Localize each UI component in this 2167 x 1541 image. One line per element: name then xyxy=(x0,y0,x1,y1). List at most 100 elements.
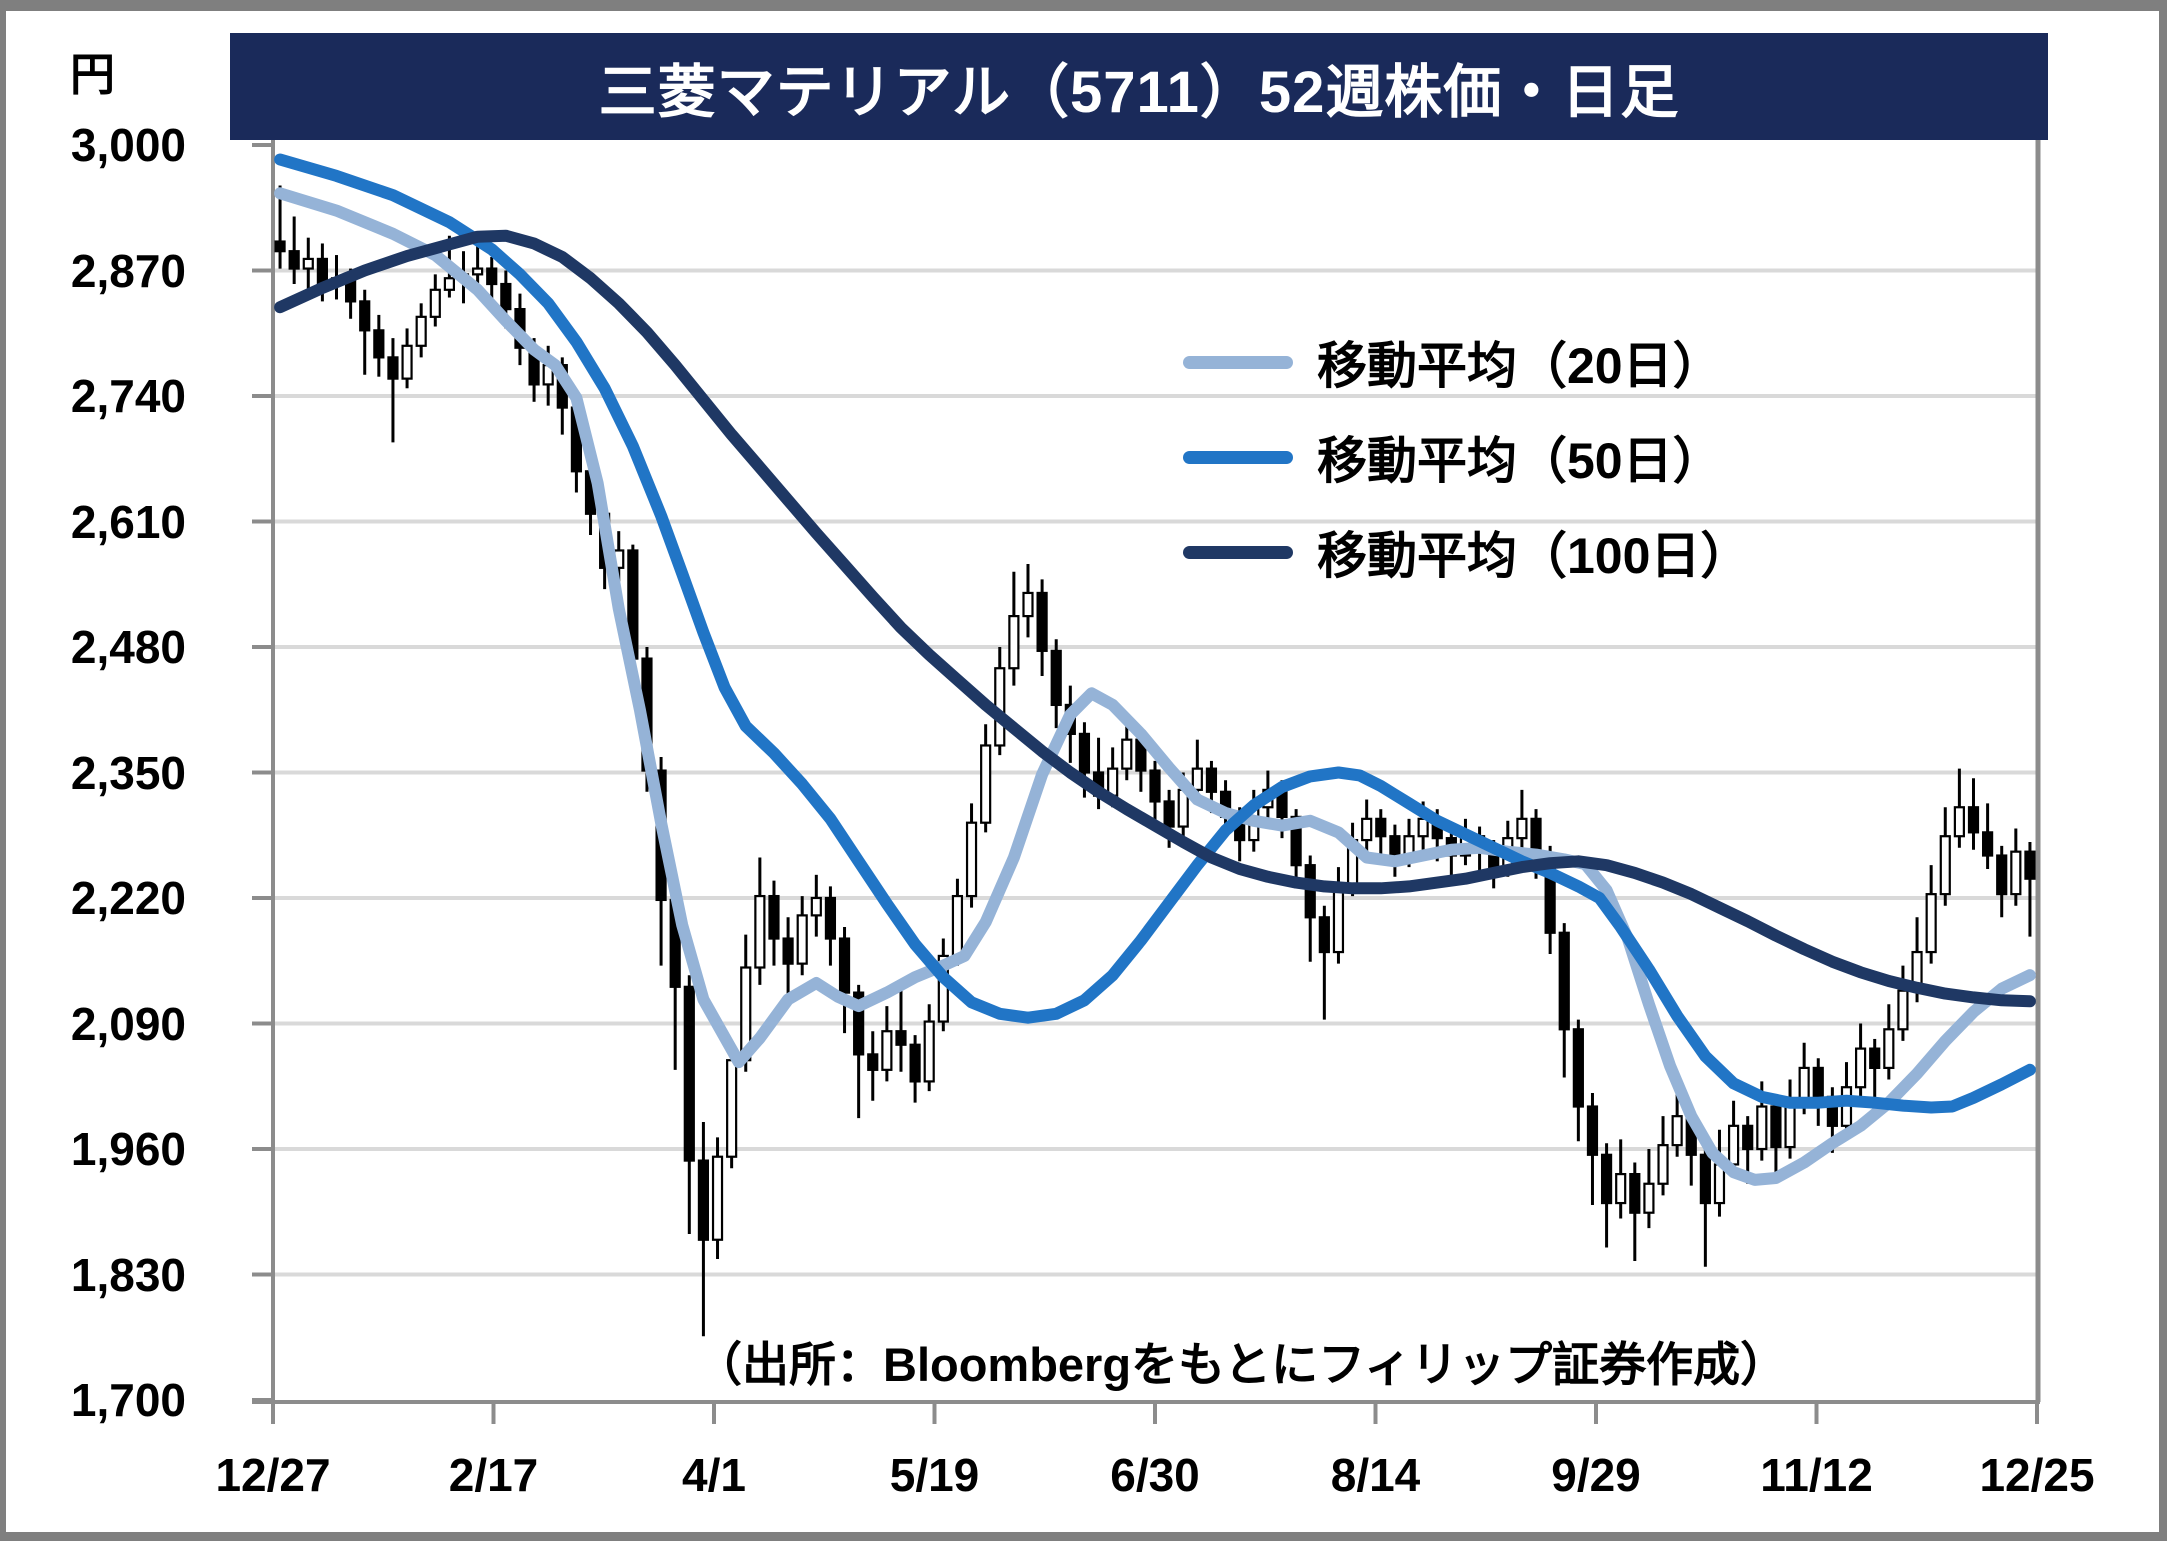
candle-body xyxy=(415,315,427,347)
candle-body xyxy=(1982,831,1994,857)
y-tick-label: 2,090 xyxy=(70,997,186,1050)
x-tick-label: 5/19 xyxy=(889,1449,980,1501)
candle-body xyxy=(1629,1172,1641,1214)
chart-title-bar: 三菱マテリアル（5711）52週株価・日足 xyxy=(230,33,2048,140)
candle-body xyxy=(1389,835,1401,857)
candle-body xyxy=(867,1053,879,1071)
candle-body xyxy=(923,1020,935,1083)
legend-swatch-ma50 xyxy=(1183,450,1293,464)
candle-body xyxy=(1586,1105,1599,1156)
window-frame-bottom xyxy=(0,1532,2167,1541)
candle-body xyxy=(980,744,992,824)
candle-body xyxy=(288,250,300,270)
candle-body xyxy=(1163,800,1175,828)
source-note: （出所：Bloombergをもとにフィリップ証券作成） xyxy=(695,1338,1788,1391)
y-tick-label: 2,740 xyxy=(70,370,186,422)
candle-body xyxy=(1996,854,2008,896)
candle-body xyxy=(1304,864,1316,919)
candle-body xyxy=(683,985,695,1162)
candle-body xyxy=(1417,817,1429,838)
y-tick-label: 2,350 xyxy=(70,746,186,799)
candle-body xyxy=(838,937,851,994)
candle-body xyxy=(768,894,780,940)
candle-body xyxy=(373,329,385,359)
ma-line-20 xyxy=(274,187,2036,1186)
candle-body xyxy=(1600,1153,1613,1205)
legend-swatch-ma100 xyxy=(1183,545,1293,559)
candle-body xyxy=(1050,649,1062,707)
candle-body xyxy=(1191,767,1203,791)
candle-body xyxy=(387,356,399,380)
x-tick-label: 11/12 xyxy=(1760,1449,1873,1501)
candle-body xyxy=(1925,893,1937,954)
y-axis-unit-label: 円 xyxy=(69,49,115,100)
candle-body xyxy=(1121,738,1133,770)
ma-line-50 xyxy=(274,153,2036,1114)
candle-body xyxy=(796,914,808,965)
candle-body xyxy=(2010,850,2022,896)
candle-body xyxy=(500,282,512,311)
legend-label: 移動平均（20日） xyxy=(1317,338,1723,394)
legend-label: 移動平均（50日） xyxy=(1317,433,1723,489)
candle-body xyxy=(302,257,314,270)
window-frame-top xyxy=(0,0,2167,11)
candle-body xyxy=(754,894,766,969)
candle-body xyxy=(853,991,865,1056)
candle-body xyxy=(472,267,484,276)
candle-body xyxy=(782,937,794,965)
candle-body xyxy=(810,896,822,917)
legend-label: 移動平均（100日） xyxy=(1317,528,1751,584)
y-tick-label: 2,870 xyxy=(70,244,186,297)
window-frame-right xyxy=(2159,0,2167,1541)
candle-body xyxy=(909,1043,921,1083)
candle-body xyxy=(824,896,837,940)
x-tick-label: 12/25 xyxy=(1979,1449,2095,1501)
legend-item-ma50: 移動平均（50日） xyxy=(1183,427,1723,489)
candle-body xyxy=(1699,1153,1711,1205)
x-tick-label: 12/27 xyxy=(215,1449,331,1501)
candle-body xyxy=(1727,1124,1740,1166)
y-tick-label: 2,220 xyxy=(70,872,186,924)
x-tick-label: 6/30 xyxy=(1110,1449,1200,1501)
y-tick-label: 1,700 xyxy=(70,1374,186,1426)
candle-body xyxy=(1671,1115,1683,1147)
y-tick-label: 1,960 xyxy=(70,1123,186,1175)
candle-body xyxy=(1742,1124,1754,1151)
candle-body xyxy=(401,344,413,380)
candle-body xyxy=(881,1030,893,1071)
y-tick-label: 2,610 xyxy=(70,495,186,548)
candle-body xyxy=(1784,1101,1796,1149)
candle-body xyxy=(359,300,371,332)
y-tick-label: 2,480 xyxy=(70,621,186,673)
candle-body xyxy=(443,277,455,291)
candle-body xyxy=(1318,916,1330,954)
legend-item-ma100: 移動平均（100日） xyxy=(1183,522,1750,584)
candle-body xyxy=(1883,1028,1895,1070)
x-tick-label: 4/1 xyxy=(682,1449,746,1501)
x-tick-label: 9/29 xyxy=(1551,1449,1641,1501)
y-tick-label: 3,000 xyxy=(70,119,186,171)
candle-body xyxy=(1516,817,1528,840)
candle-body xyxy=(1149,769,1161,803)
candle-body xyxy=(486,267,498,286)
x-tick-label: 2/17 xyxy=(448,1449,539,1501)
candle-body xyxy=(1615,1172,1627,1205)
candle-body xyxy=(429,288,441,318)
candle-body xyxy=(1869,1047,1881,1070)
window-frame-left xyxy=(0,0,6,1541)
candle-body xyxy=(1657,1144,1669,1185)
legend-swatch-ma20 xyxy=(1183,355,1293,369)
y-tick-label: 1,830 xyxy=(70,1248,186,1301)
candle-body xyxy=(1643,1182,1655,1214)
candle-body xyxy=(1558,931,1570,1031)
candle-body xyxy=(1290,815,1302,867)
candle-body xyxy=(1756,1105,1768,1151)
candle-body xyxy=(1770,1105,1782,1149)
candle-body xyxy=(1375,817,1387,838)
candle-body xyxy=(1953,806,1965,838)
candle-body xyxy=(2024,850,2036,880)
candle-body xyxy=(1854,1047,1867,1089)
candle-body xyxy=(726,1059,738,1158)
